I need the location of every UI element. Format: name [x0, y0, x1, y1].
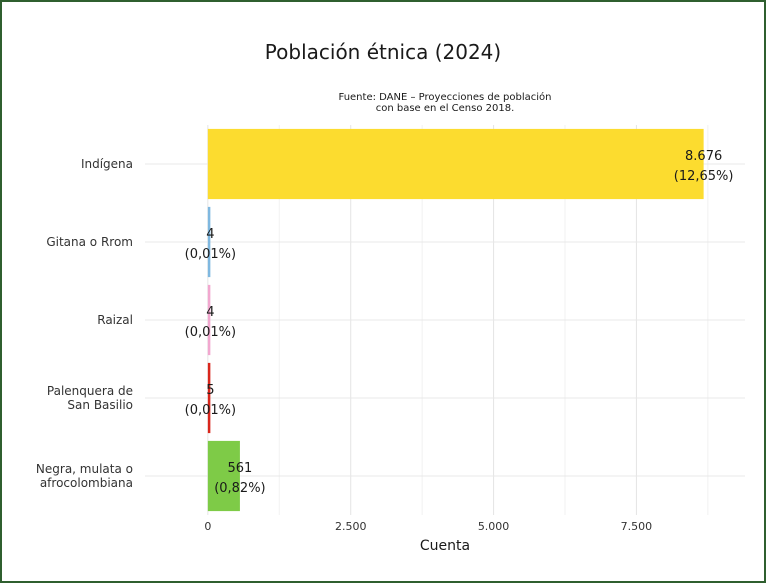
data-label-percent: (0,82%): [214, 481, 265, 496]
y-category-label: San Basilio: [67, 398, 133, 412]
x-tick-label: 7.500: [621, 520, 653, 533]
y-category-label: Raizal: [97, 313, 133, 327]
subtitle-line-1: Fuente: DANE – Proyecciones de población: [338, 92, 552, 103]
y-category-label: Indígena: [81, 157, 133, 171]
bar: [207, 128, 704, 200]
bar: [207, 362, 211, 434]
x-axis-title: Cuenta: [420, 538, 470, 554]
bar: [207, 206, 211, 278]
x-tick-label: 0: [204, 520, 211, 533]
chart-title: Población étnica (2024): [264, 40, 502, 64]
data-label-percent: (0,01%): [185, 247, 236, 262]
data-label-value: 561: [228, 461, 253, 476]
chart-subtitle: Fuente: DANE – Proyecciones de población…: [0, 92, 766, 114]
bars: [207, 128, 704, 512]
y-category-label: Gitana o Rrom: [46, 235, 133, 249]
data-labels: 8.676 (12,65%) 4 (0,01%) 4 (0,01%) 5 (0,01%) 561…: [185, 149, 734, 496]
bar: [207, 440, 240, 512]
x-axis-ticks: 0 2.500 5.000 7.500: [204, 520, 652, 533]
subtitle-line-2: con base en el Censo 2018.: [375, 103, 515, 114]
x-tick-label: 2.500: [335, 520, 367, 533]
x-tick-label: 5.000: [478, 520, 510, 533]
data-label-value: 4: [206, 227, 214, 242]
data-label-value: 5: [206, 383, 214, 398]
y-category-label: afrocolombiana: [40, 476, 133, 490]
data-label-value: 4: [206, 305, 214, 320]
data-label-percent: (0,01%): [185, 403, 236, 418]
data-label-value: 8.676: [685, 149, 722, 164]
y-category-label: Palenquera de: [47, 384, 133, 398]
bar: [207, 284, 211, 356]
data-label-percent: (12,65%): [674, 169, 734, 184]
data-label-percent: (0,01%): [185, 325, 236, 340]
y-axis-labels: Indígena Gitana o Rrom Raizal Palenquera de…: [36, 157, 133, 490]
y-category-label: Negra, mulata o: [36, 462, 133, 476]
